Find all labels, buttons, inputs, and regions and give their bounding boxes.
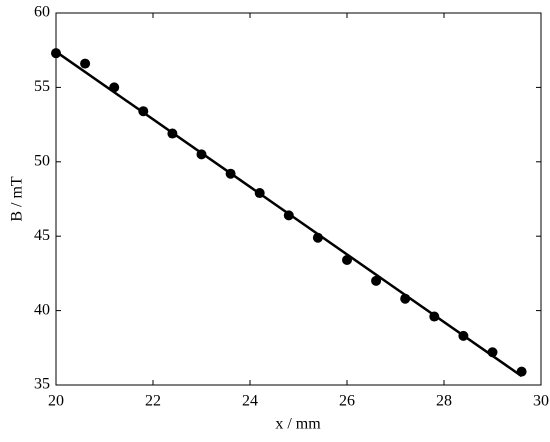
plot-frame xyxy=(55,12,542,386)
x-tick-label: 24 xyxy=(242,393,258,410)
y-tick-label: 45 xyxy=(34,227,50,244)
x-tick-label: 20 xyxy=(48,393,64,410)
data-point xyxy=(371,275,382,286)
x-tick-label: 22 xyxy=(145,393,161,410)
y-tick-label: 40 xyxy=(34,301,50,318)
x-axis-label: x / mm xyxy=(275,416,321,433)
y-tick-label: 60 xyxy=(34,4,50,21)
y-tick-label: 35 xyxy=(34,376,50,393)
x-tick-label: 26 xyxy=(339,393,355,410)
fit-line xyxy=(55,50,523,378)
data-point xyxy=(80,58,91,69)
x-tick-label: 28 xyxy=(436,393,452,410)
y-tick-label: 55 xyxy=(34,78,50,95)
y-axis-label: B / mT xyxy=(9,176,26,222)
x-tick-label: 30 xyxy=(533,393,549,410)
y-tick-label: 50 xyxy=(34,152,50,169)
